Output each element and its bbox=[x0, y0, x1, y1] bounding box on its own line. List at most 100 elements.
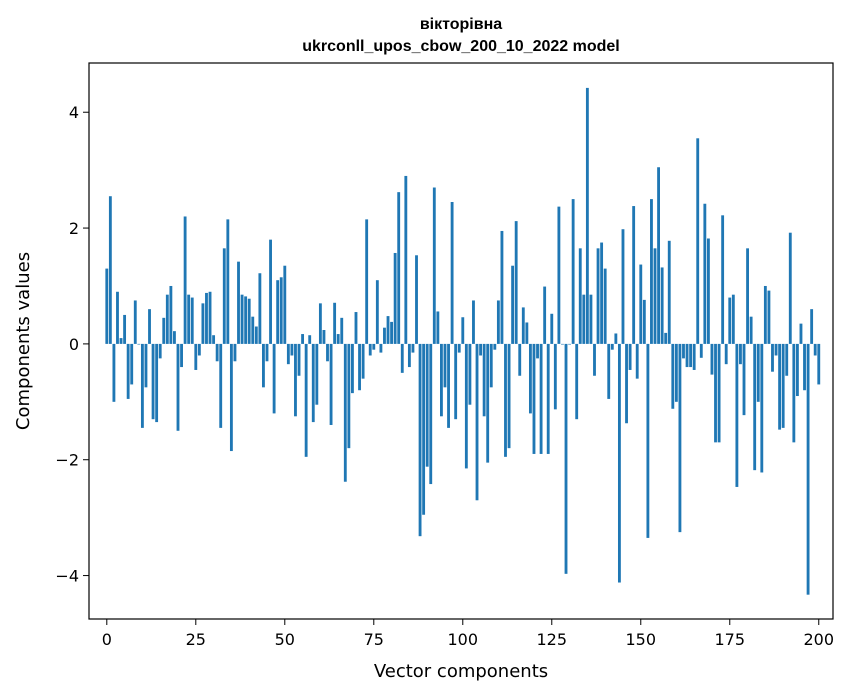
bar-128 bbox=[561, 343, 564, 345]
bar-121 bbox=[536, 343, 539, 359]
bar-2 bbox=[112, 343, 116, 402]
bar-165 bbox=[692, 343, 696, 370]
bar-57 bbox=[308, 335, 312, 344]
x-tick-label: 75 bbox=[364, 630, 384, 649]
bar-90 bbox=[425, 343, 429, 467]
bar-117 bbox=[521, 307, 525, 344]
bar-47 bbox=[272, 343, 276, 414]
bar-96 bbox=[447, 343, 450, 428]
bar-48 bbox=[276, 280, 280, 344]
y-axis-label: Components values bbox=[13, 252, 34, 430]
bar-19 bbox=[173, 331, 176, 344]
bar-138 bbox=[596, 248, 600, 344]
bar-161 bbox=[678, 343, 682, 533]
bar-18 bbox=[169, 285, 173, 344]
bar-98 bbox=[454, 343, 458, 420]
bar-53 bbox=[294, 343, 297, 417]
bar-94 bbox=[440, 343, 443, 417]
chart-title-line-1: вікторівна bbox=[420, 16, 502, 33]
bar-130 bbox=[568, 343, 571, 345]
bar-81 bbox=[393, 252, 397, 344]
bars-group bbox=[105, 87, 821, 595]
x-tick-label: 0 bbox=[102, 630, 112, 649]
bar-39 bbox=[244, 296, 248, 344]
x-tick-label: 200 bbox=[803, 630, 834, 649]
bar-139 bbox=[600, 242, 604, 344]
bar-194 bbox=[795, 343, 799, 397]
bar-6 bbox=[126, 343, 130, 399]
bar-163 bbox=[685, 343, 689, 368]
bar-58 bbox=[311, 343, 315, 423]
bar-93 bbox=[436, 311, 440, 344]
bar-9 bbox=[137, 343, 141, 345]
bar-7 bbox=[130, 343, 134, 385]
bar-169 bbox=[706, 238, 710, 344]
bar-62 bbox=[326, 343, 329, 362]
bar-24 bbox=[190, 297, 194, 344]
bar-179 bbox=[742, 343, 746, 416]
bar-38 bbox=[240, 294, 244, 344]
bar-59 bbox=[315, 343, 319, 405]
bar-64 bbox=[333, 302, 337, 344]
bar-11 bbox=[144, 343, 148, 388]
bar-13 bbox=[151, 343, 155, 420]
bar-135 bbox=[585, 87, 589, 344]
bar-30 bbox=[212, 335, 216, 344]
bar-122 bbox=[539, 343, 543, 454]
bar-136 bbox=[589, 294, 593, 344]
bar-104 bbox=[475, 343, 479, 501]
bar-144 bbox=[617, 343, 621, 583]
bar-82 bbox=[397, 192, 401, 344]
bar-106 bbox=[482, 343, 486, 417]
bar-182 bbox=[753, 343, 757, 471]
bar-87 bbox=[415, 255, 418, 344]
bar-140 bbox=[603, 268, 607, 344]
bar-36 bbox=[233, 343, 237, 362]
bar-189 bbox=[778, 343, 782, 430]
bar-149 bbox=[635, 343, 639, 379]
bar-185 bbox=[763, 285, 767, 344]
bar-40 bbox=[247, 298, 251, 344]
bar-32 bbox=[219, 343, 223, 428]
bar-175 bbox=[728, 297, 732, 344]
bar-118 bbox=[525, 322, 529, 344]
bar-198 bbox=[810, 309, 814, 344]
bar-28 bbox=[205, 292, 208, 344]
bar-89 bbox=[422, 343, 426, 515]
bar-31 bbox=[215, 343, 219, 362]
y-axis-ticks: −4 −2 0 2 4 bbox=[55, 103, 89, 586]
bar-1 bbox=[108, 196, 112, 344]
bar-56 bbox=[304, 343, 308, 457]
bar-86 bbox=[411, 343, 415, 353]
bar-124 bbox=[546, 343, 550, 454]
bar-181 bbox=[749, 316, 753, 344]
bar-14 bbox=[155, 343, 159, 423]
bar-50 bbox=[283, 265, 287, 344]
x-tick-label: 150 bbox=[625, 630, 656, 649]
bar-43 bbox=[258, 273, 262, 344]
y-tick-label: 2 bbox=[69, 219, 79, 238]
bar-105 bbox=[479, 343, 483, 356]
bar-25 bbox=[194, 343, 198, 370]
bar-15 bbox=[158, 343, 162, 359]
bar-108 bbox=[489, 343, 493, 388]
bar-127 bbox=[557, 206, 561, 344]
bar-16 bbox=[162, 317, 166, 344]
bar-113 bbox=[507, 343, 511, 449]
bar-95 bbox=[443, 343, 447, 388]
bar-154 bbox=[653, 248, 657, 344]
bar-142 bbox=[610, 343, 614, 350]
bar-158 bbox=[667, 240, 671, 344]
bar-192 bbox=[788, 232, 792, 344]
bar-115 bbox=[514, 221, 518, 344]
bar-155 bbox=[657, 167, 660, 344]
bar-123 bbox=[543, 286, 547, 344]
bar-110 bbox=[496, 300, 500, 344]
y-tick-label: 4 bbox=[69, 103, 79, 122]
bar-29 bbox=[208, 291, 212, 344]
chart-title-line-2: ukrconll_upos_cbow_200_10_2022 model bbox=[302, 38, 619, 55]
bar-35 bbox=[229, 343, 233, 452]
bar-168 bbox=[703, 203, 707, 344]
x-axis-label: Vector components bbox=[374, 661, 548, 682]
